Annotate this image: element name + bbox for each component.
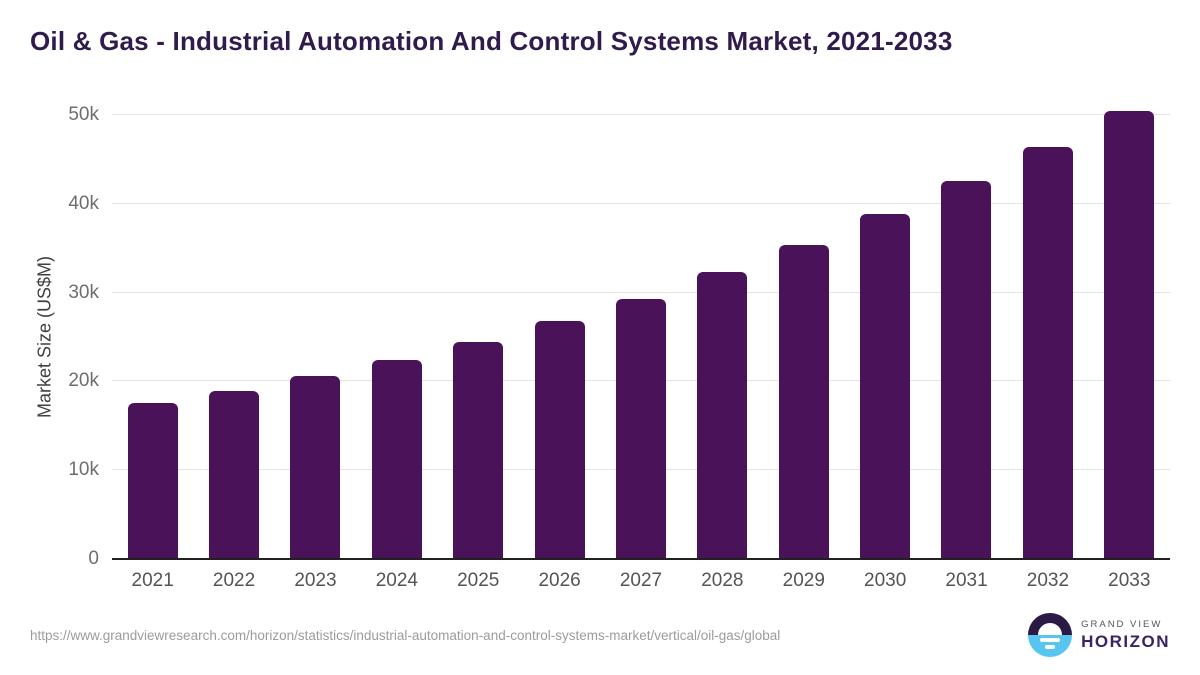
x-tick-label-2032: 2032: [1026, 570, 1070, 591]
source-url: https://www.grandviewresearch.com/horizo…: [30, 627, 781, 643]
y-tick-label-30k: 30k: [68, 281, 99, 303]
bar-2024[interactable]: [371, 360, 422, 559]
x-tick-label-2029: 2029: [782, 570, 825, 591]
gridline-30k: [112, 291, 1170, 293]
footer: https://www.grandviewresearch.com/horizo…: [30, 606, 1170, 664]
x-tick-label-2027: 2027: [619, 570, 663, 591]
horizon-logo-icon: [1028, 613, 1073, 657]
x-tick-label-2031: 2031: [945, 570, 988, 591]
y-tick-label-20k: 20k: [68, 370, 99, 392]
x-tick-label-2025: 2025: [457, 570, 500, 591]
bar-2021[interactable]: [127, 402, 178, 559]
chart-title: Oil & Gas - Industrial Automation And Co…: [30, 26, 953, 56]
gridline-40k: [112, 202, 1170, 204]
bar-2023[interactable]: [290, 375, 341, 559]
bar-2032[interactable]: [1022, 146, 1073, 559]
bars-container: [112, 111, 1170, 559]
x-tick-label-2026: 2026: [538, 570, 581, 591]
x-tick-label-2023: 2023: [294, 570, 337, 591]
x-tick-label-2033: 2033: [1108, 570, 1151, 591]
x-axis-line: [112, 558, 1170, 560]
y-tick-label-0: 0: [88, 548, 99, 569]
gridline-50k: [112, 114, 1170, 115]
bar-2025[interactable]: [453, 342, 504, 559]
brand-text-horizon: HORIZON: [1081, 631, 1170, 651]
brand-text: GRAND VIEW HORIZON: [1081, 619, 1170, 652]
bar-2030[interactable]: [860, 214, 911, 559]
x-axis-labels: 2021 2022 2023 2024 2025 2026 2027 2028 2029 2030…: [112, 570, 1170, 594]
horizon-line-icon: [1040, 638, 1061, 642]
x-tick-label-2022: 2022: [212, 570, 256, 591]
bar-2026[interactable]: [534, 321, 585, 559]
x-tick-label-2024: 2024: [375, 570, 418, 591]
bar-2028[interactable]: [697, 272, 748, 559]
bar-2022[interactable]: [209, 390, 260, 559]
bar-2027[interactable]: [615, 299, 666, 559]
sun-icon: [1038, 623, 1063, 635]
y-tick-label-10k: 10k: [68, 459, 99, 481]
y-axis-title: Market Size (US$M): [34, 255, 55, 419]
x-tick-label-2030: 2030: [864, 570, 907, 591]
bar-2033[interactable]: [1104, 111, 1155, 559]
y-tick-label-40k: 40k: [68, 192, 99, 214]
plot-area: 0 10k 20k 30k 40k 50k 2021 2022 2023 2024 2025 202…: [68, 104, 1170, 591]
y-tick-label-50k: 50k: [68, 104, 99, 125]
x-tick-label-2028: 2028: [701, 570, 744, 591]
bar-2029[interactable]: [778, 244, 829, 559]
horizon-line-icon: [1045, 645, 1056, 649]
bar-2031[interactable]: [941, 180, 992, 559]
brand-logo: GRAND VIEW HORIZON: [1028, 613, 1170, 657]
brand-text-grand-view: GRAND VIEW: [1081, 618, 1163, 630]
x-tick-label-2021: 2021: [131, 570, 174, 591]
